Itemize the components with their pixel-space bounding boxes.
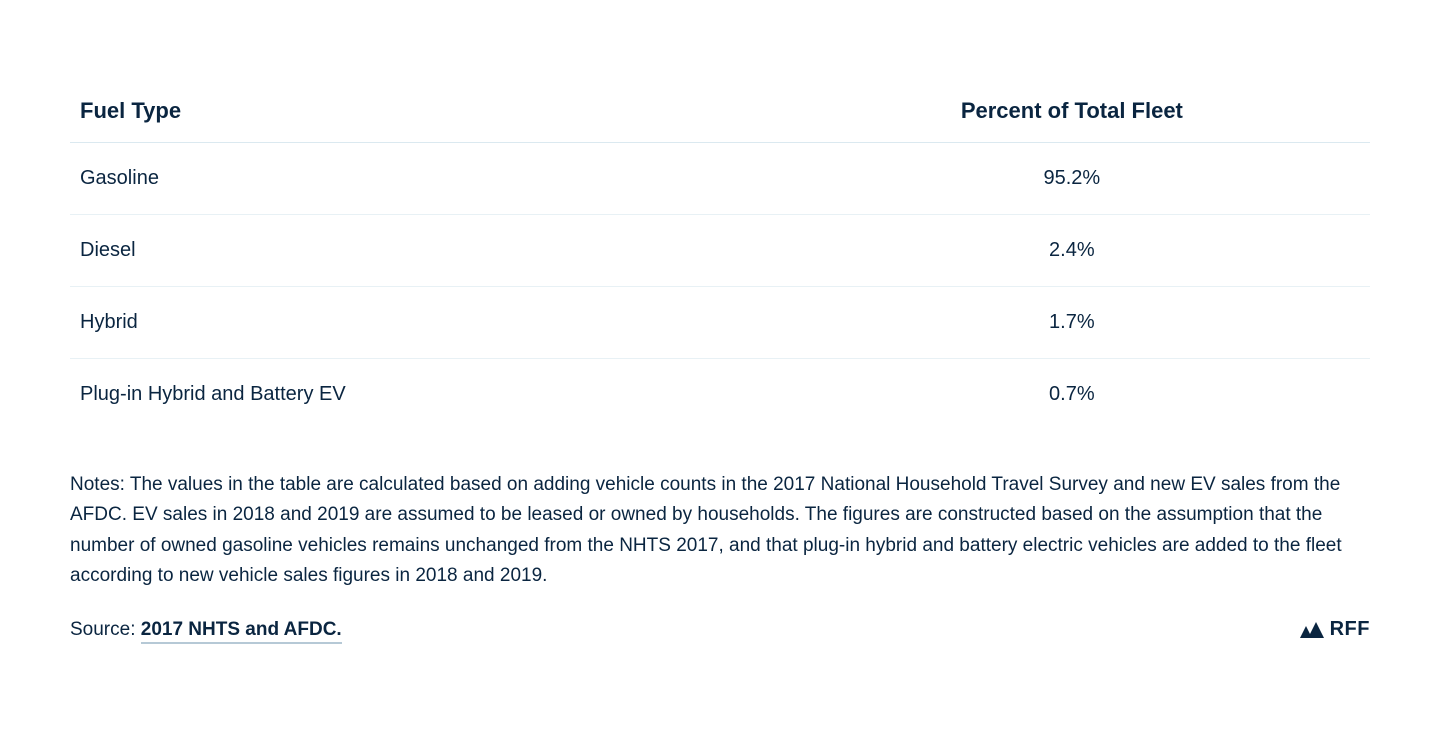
cell-fuel-type: Plug-in Hybrid and Battery EV — [70, 359, 774, 431]
column-header-fuel-type: Fuel Type — [70, 80, 774, 143]
cell-fuel-type: Diesel — [70, 215, 774, 287]
cell-percent: 0.7% — [774, 359, 1370, 431]
cell-percent: 95.2% — [774, 143, 1370, 215]
source-line: Source: 2017 NHTS and AFDC. — [70, 619, 342, 641]
table-row: Hybrid 1.7% — [70, 287, 1370, 359]
source-label: Source: — [70, 619, 141, 640]
cell-fuel-type: Gasoline — [70, 143, 774, 215]
table-row: Gasoline 95.2% — [70, 143, 1370, 215]
table-header-row: Fuel Type Percent of Total Fleet — [70, 80, 1370, 143]
fuel-type-table: Fuel Type Percent of Total Fleet Gasolin… — [70, 80, 1370, 430]
column-header-percent: Percent of Total Fleet — [774, 80, 1370, 143]
cell-percent: 2.4% — [774, 215, 1370, 287]
cell-fuel-type: Hybrid — [70, 287, 774, 359]
cell-percent: 1.7% — [774, 287, 1370, 359]
footer: Source: 2017 NHTS and AFDC. RFF — [70, 618, 1370, 641]
logo-text: RFF — [1330, 618, 1370, 641]
source-link[interactable]: 2017 NHTS and AFDC. — [141, 619, 342, 644]
notes-paragraph: Notes: The values in the table are calcu… — [70, 470, 1370, 592]
mountains-icon — [1300, 620, 1324, 638]
table-row: Plug-in Hybrid and Battery EV 0.7% — [70, 359, 1370, 431]
rff-logo: RFF — [1300, 618, 1370, 641]
table-row: Diesel 2.4% — [70, 215, 1370, 287]
